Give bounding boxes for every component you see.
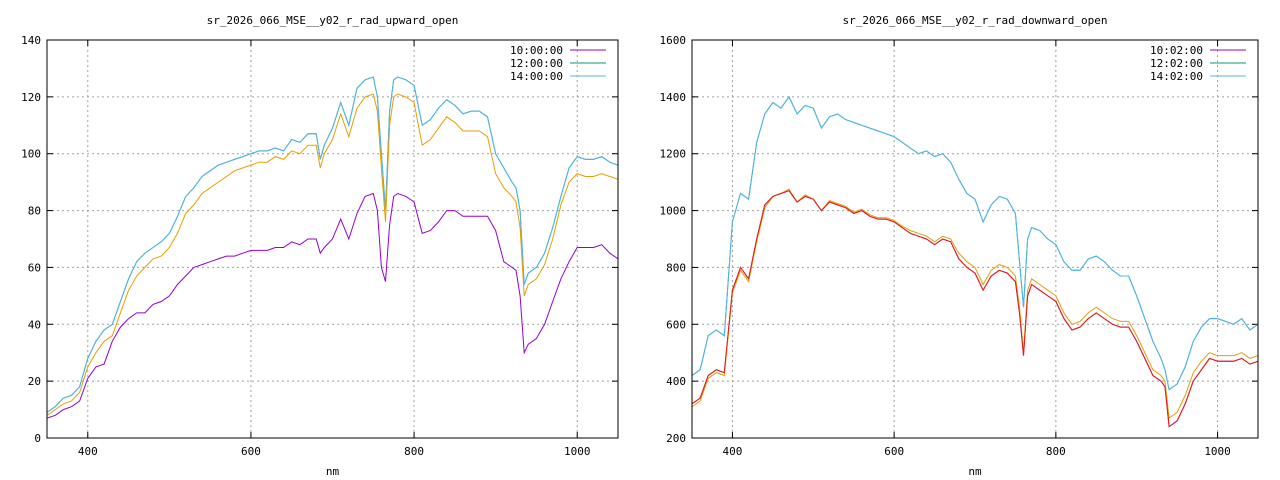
- chart-title: sr_2026_066_MSE__y02_r_rad_downward_open: [843, 14, 1108, 27]
- chart-2: sr_2026_066_MSE__y02_r_rad_downward_open…: [660, 14, 1259, 478]
- series-line-4: [47, 93, 618, 416]
- chart-1: sr_2026_066_MSE__y02_r_rad_upward_open 0 2…: [21, 14, 619, 478]
- legend-label: 14:00:00: [510, 70, 563, 83]
- y-tick-label: 80: [28, 205, 41, 218]
- x-tick-label: 400: [722, 445, 742, 458]
- x-tick-label: 400: [78, 445, 98, 458]
- y-tick-label: 20: [28, 375, 41, 388]
- series-line-4: [692, 188, 1258, 420]
- y-tick-label: 140: [21, 34, 41, 47]
- y-tick-label: 1200: [660, 148, 687, 161]
- plot-border: [691, 39, 1259, 439]
- y-tick-label: 800: [666, 261, 686, 274]
- plot-border: [46, 39, 619, 439]
- x-axis-label: nm: [968, 465, 982, 478]
- chart-title: sr_2026_066_MSE__y02_r_rad_upward_open: [207, 14, 459, 27]
- y-tick-label: 1400: [660, 91, 687, 104]
- y-tick-label: 1600: [660, 34, 687, 47]
- y-tick-label: 40: [28, 318, 41, 331]
- series-line-2: [692, 95, 1258, 391]
- legend-label: 14:02:00: [1150, 70, 1203, 83]
- series-line-3: [47, 76, 618, 413]
- x-tick-label: 600: [884, 445, 904, 458]
- y-tick-label: 60: [28, 261, 41, 274]
- series-line-3: [692, 95, 1258, 391]
- y-tick-label: 600: [666, 318, 686, 331]
- y-tick-label: 400: [666, 375, 686, 388]
- legend-label: 10:00:00: [510, 44, 563, 57]
- x-tick-label: 1000: [564, 445, 591, 458]
- legend-label: 12:00:00: [510, 57, 563, 70]
- legend-label: 12:02:00: [1150, 57, 1203, 70]
- x-tick-label: 800: [1046, 445, 1066, 458]
- x-tick-label: 1000: [1204, 445, 1231, 458]
- x-tick-label: 800: [404, 445, 424, 458]
- legend-label: 10:02:00: [1150, 44, 1203, 57]
- y-tick-label: 200: [666, 432, 686, 445]
- y-tick-label: 100: [21, 148, 41, 161]
- x-tick-label: 600: [241, 445, 261, 458]
- y-tick-label: 0: [34, 432, 41, 445]
- y-tick-label: 120: [21, 91, 41, 104]
- x-axis-label: nm: [326, 465, 340, 478]
- series-line-1: [47, 192, 618, 419]
- y-tick-label: 1000: [660, 205, 687, 218]
- series-line-1: [692, 190, 1258, 428]
- series-line-5: [692, 190, 1258, 428]
